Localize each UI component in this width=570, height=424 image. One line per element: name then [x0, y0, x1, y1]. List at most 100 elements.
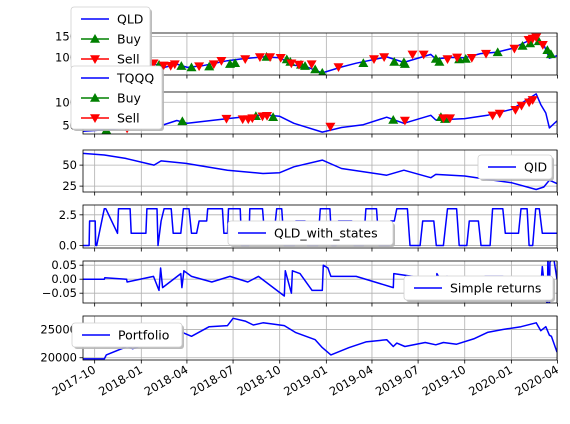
x-tick-label: 2019-07	[373, 362, 422, 398]
sell-marker	[418, 50, 429, 60]
buy-marker	[177, 116, 188, 126]
buy-marker	[389, 56, 400, 66]
plot-area	[83, 93, 557, 134]
legend-tqqq: TQQQ Buy Sell	[70, 65, 164, 131]
y-tick-label: 0.00	[51, 272, 77, 286]
buy-marker	[186, 62, 197, 72]
sell-marker	[510, 105, 521, 115]
buy-marker	[310, 64, 321, 74]
legend-qld: QLD Buy Sell	[70, 6, 152, 71]
legend-label: TQQQ	[116, 71, 154, 86]
sell-marker	[452, 53, 463, 63]
x-tick-label: 2020-01	[466, 362, 515, 398]
sell-marker	[509, 44, 520, 54]
x-tick-label: 2018-07	[188, 362, 237, 398]
y-tick-label: 0.05	[51, 258, 77, 272]
buy-marker	[204, 61, 215, 71]
sell-marker	[438, 114, 449, 124]
legend-label: QLD_with_states	[274, 226, 378, 241]
plot-area	[83, 152, 557, 191]
sell-marker	[286, 59, 297, 69]
sell-marker	[254, 53, 265, 62]
buy-marker	[268, 112, 279, 121]
legend-box	[227, 220, 394, 246]
buy-marker	[545, 49, 556, 59]
x-tick-label: 2017-10	[50, 362, 99, 398]
legend-sell-marker	[90, 55, 100, 64]
legend-label: Buy	[117, 32, 141, 47]
sell-marker	[169, 60, 180, 70]
y-tick-label: 50	[62, 158, 77, 172]
legend-box	[403, 275, 554, 301]
sell-marker	[537, 41, 548, 50]
buy-marker	[230, 58, 241, 67]
legend-label: Buy	[117, 91, 141, 106]
axes-frame	[82, 260, 558, 304]
legend-label: QID	[524, 160, 547, 175]
buy-marker	[517, 41, 528, 50]
legend-returns: Simple returns	[403, 275, 555, 302]
sell-marker	[325, 122, 336, 132]
y-tick-label: 25000	[40, 323, 77, 337]
sell-marker	[379, 53, 390, 62]
sell-marker	[265, 53, 276, 62]
axes-frame	[82, 204, 558, 249]
legend-label: Portfolio	[118, 328, 169, 343]
x-tick-label: 2018-04	[142, 362, 191, 398]
sell-marker	[531, 33, 542, 43]
sell-marker	[399, 116, 410, 126]
buy-marker	[434, 56, 445, 66]
buy-marker	[460, 54, 471, 63]
y-tick-label: −0.05	[42, 286, 77, 300]
legend-portfolio: Portfolio	[71, 322, 184, 349]
sell-marker	[527, 96, 538, 105]
buy-marker	[399, 59, 410, 68]
sell-marker	[333, 63, 344, 73]
buy-marker	[492, 47, 503, 57]
sell-marker	[262, 112, 273, 121]
buy-marker	[176, 61, 187, 70]
sell-marker	[216, 56, 227, 66]
sell-marker	[466, 54, 477, 63]
y-tick-label: 25	[62, 179, 77, 193]
legend-label: QLD	[117, 12, 143, 27]
sell-marker	[445, 114, 456, 124]
x-tick-label: 2018-01	[96, 362, 145, 398]
sell-marker	[516, 101, 527, 111]
y-tick-label: 0.0	[59, 239, 77, 253]
buy-marker	[318, 67, 327, 75]
legend-box	[71, 322, 183, 348]
plot-area	[83, 33, 557, 75]
sell-marker	[487, 111, 498, 121]
legend-buy-marker	[90, 34, 100, 43]
sell-marker	[306, 60, 317, 70]
legend-qid: QID	[477, 154, 554, 181]
sell-marker	[275, 54, 286, 63]
panel-qid: 25 50	[62, 149, 558, 196]
sell-marker	[194, 62, 205, 72]
sell-marker	[293, 60, 304, 70]
buy-marker	[525, 38, 536, 48]
series-line	[83, 152, 557, 191]
sell-marker	[494, 109, 505, 119]
legend-buy-marker	[90, 93, 100, 102]
sell-marker	[208, 60, 219, 70]
legend-label: Sell	[117, 111, 140, 126]
sell-marker	[368, 55, 379, 65]
x-tick-label: 2020-04	[512, 362, 561, 398]
sell-marker	[481, 49, 492, 59]
sell-marker	[158, 61, 169, 71]
sell-marker	[442, 55, 453, 65]
legend-states: QLD_with_states	[227, 220, 395, 247]
sell-marker	[407, 50, 418, 60]
buy-marker	[300, 61, 311, 70]
x-tick-label: 2019-10	[420, 362, 469, 398]
legend-label: Simple returns	[450, 281, 541, 296]
legend-box	[70, 65, 163, 130]
series-line	[83, 93, 557, 133]
buy-marker	[388, 115, 399, 124]
buy-marker	[358, 58, 369, 67]
x-tick-label: 2019-01	[281, 362, 330, 398]
sell-marker	[240, 55, 251, 65]
